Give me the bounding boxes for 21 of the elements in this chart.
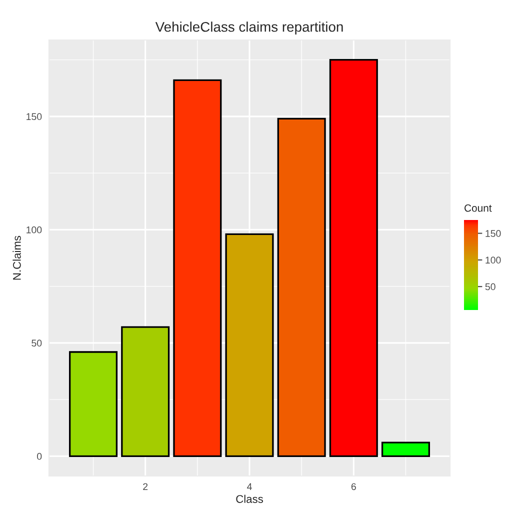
bar (381, 442, 430, 458)
chart-title: VehicleClass claims repartition (155, 22, 343, 35)
x-tick-label: 2 (143, 483, 148, 490)
y-tick-label: 50 (32, 340, 42, 347)
x-tick-label: 4 (247, 483, 252, 490)
bar (121, 326, 170, 458)
x-tick-label: 6 (351, 483, 356, 490)
y-tick-label: 100 (26, 226, 42, 234)
bar (277, 118, 326, 458)
color-bar-label: 100 (486, 256, 501, 264)
y-tick-label: 150 (26, 113, 42, 120)
y-tick-label: 0 (37, 452, 42, 460)
x-axis-title: Class (236, 494, 263, 503)
y-axis-title: N.Claims (12, 236, 21, 280)
bar (225, 233, 274, 458)
bar (68, 351, 118, 458)
color-bar-label: 50 (485, 283, 496, 290)
color-bar-title: Count (464, 204, 492, 212)
bar (173, 79, 222, 458)
bar (329, 58, 378, 458)
color-bar-label: 150 (486, 230, 501, 237)
